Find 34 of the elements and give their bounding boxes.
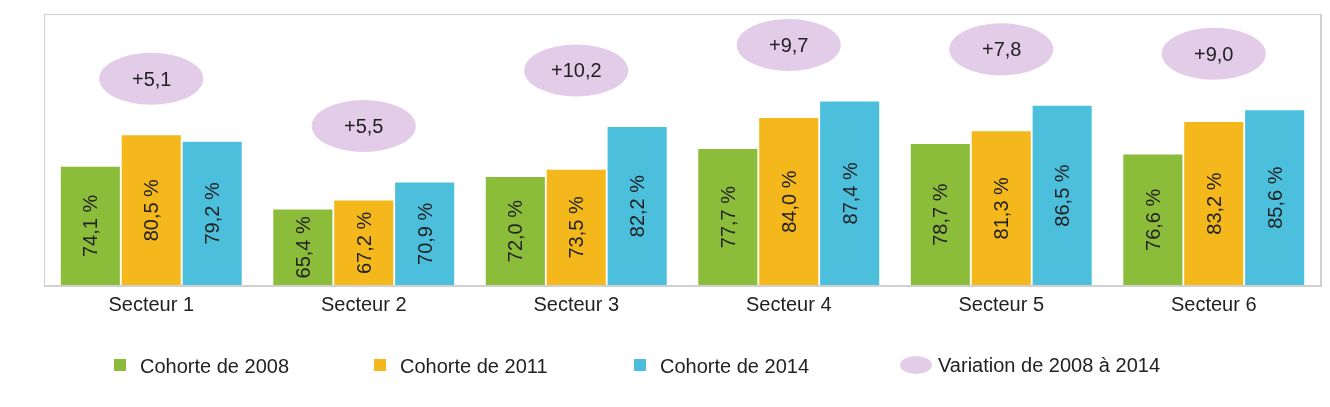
annotation: +9,0 (1194, 43, 1234, 65)
annotation: +5,5 (344, 115, 384, 137)
data-label: 80,5 % (140, 178, 163, 242)
data-label: 84,0 % (777, 170, 800, 233)
data-label: 67,2 % (352, 211, 375, 275)
annotation: +5,1 (132, 68, 172, 90)
data-label: 81,3 % (990, 176, 1013, 240)
annotation: +10,2 (551, 59, 602, 81)
x-tick-label: Secteur 6 (1170, 292, 1257, 315)
data-label: 82,2 % (626, 174, 649, 238)
legend-label: Cohorte de 2011 (400, 354, 548, 377)
data-label: 72,0 % (504, 199, 527, 263)
legend-label: Cohorte de 2014 (660, 354, 810, 377)
data-label: 73,5 % (565, 196, 588, 259)
annotation: +7,8 (982, 38, 1022, 60)
data-label: 70,9 % (413, 202, 436, 265)
annotation: +9,7 (769, 34, 809, 56)
data-label: 85,6 % (1263, 166, 1286, 229)
data-label: 77,7 % (716, 185, 739, 249)
x-tick-label: Secteur 5 (958, 292, 1045, 315)
x-tick-label: Secteur 1 (108, 292, 195, 315)
data-label: 86,5 % (1051, 164, 1074, 227)
data-label: 74,1 % (79, 194, 102, 258)
data-label: 83,2 % (1202, 172, 1225, 235)
text: Variation de 2008 à 2014 (938, 354, 1161, 376)
data-label: 79,2 % (201, 182, 224, 245)
data-label: 65,4 % (291, 215, 314, 279)
x-tick-label: Secteur 3 (533, 292, 620, 315)
x-tick-label: Secteur 2 (320, 292, 407, 315)
data-label: 76,6 % (1141, 188, 1164, 251)
legend-label: Cohorte de 2008 (140, 354, 290, 377)
data-label: 87,4 % (838, 161, 861, 225)
data-label: 78,7 % (929, 183, 952, 246)
x-tick-label: Secteur 4 (745, 292, 832, 315)
